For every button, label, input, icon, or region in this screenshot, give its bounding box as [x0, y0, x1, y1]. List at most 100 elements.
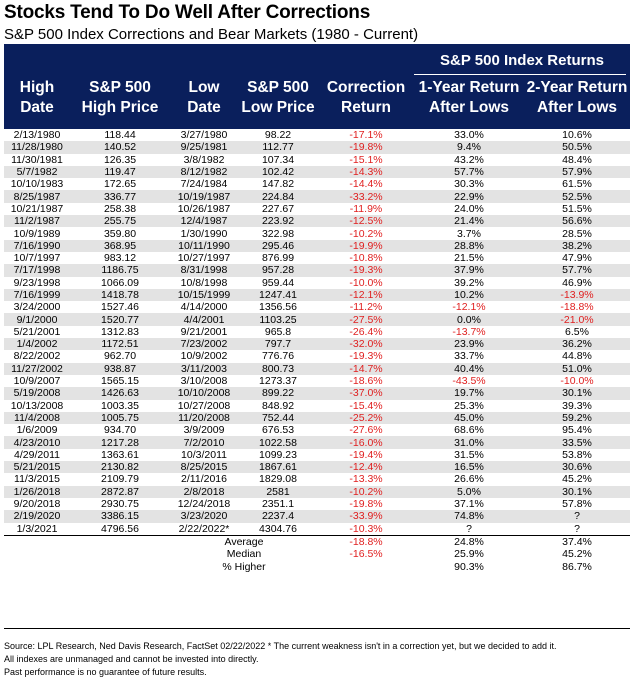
table-cell: 44.8% [562, 350, 592, 363]
table-cell: 9/1/2000 [4, 313, 70, 326]
table-cell: 45.2% [562, 473, 592, 486]
table-row: 11/27/2002 938.87 3/11/2003 800.73 -14.7% 40.… [4, 362, 630, 375]
summary-cell: 25.9% [414, 548, 524, 561]
table-cell: 10/9/2007 [13, 375, 61, 388]
table-cell: -12.1% [318, 288, 414, 302]
table-cell: 2237.4 [238, 510, 318, 523]
table-cell: 39.3% [562, 399, 592, 412]
table-row: 10/10/1983 172.65 7/24/1984 147.82 -14.4% 30.… [4, 178, 630, 190]
table-cell: 322.98 [261, 227, 295, 240]
table-row: 1/26/2018 2872.87 2/8/2018 2581 -10.2% 5.0% 30… [4, 485, 630, 498]
table-cell: 11/2/1987 [4, 215, 70, 228]
table-cell: 1829.08 [259, 473, 297, 486]
table-cell: 3/11/2003 [170, 362, 238, 375]
table-row: 5/21/2001 1312.83 9/21/2001 965.8 -26.4% -13.… [4, 326, 630, 338]
table-cell: 368.95 [70, 239, 170, 252]
table-cell: 10/15/1999 [170, 288, 238, 302]
table-cell: 7/2/2010 [170, 436, 238, 449]
table-row: 11/30/1981 126.35 3/8/1982 107.34 -15.1% 43.2… [4, 154, 630, 166]
table-cell: 8/12/1982 [170, 165, 238, 179]
table-cell: 22.9% [414, 190, 524, 203]
table-cell: 359.80 [103, 227, 137, 240]
table-cell: 5.0% [414, 485, 524, 498]
col-2yr-return: 2-Year Return After Lows [526, 79, 628, 116]
table-row: 10/7/1997 983.12 10/27/1997 876.99 -10.8% 21.… [4, 252, 630, 264]
table-cell: -13.7% [452, 325, 486, 338]
table-cell: 2/22/2022* [178, 522, 230, 535]
table-row: 11/2/1987 255.75 12/4/1987 223.92 -12.5% 21.4… [4, 215, 630, 228]
table-cell: 112.77 [238, 141, 318, 154]
table-cell: 10/3/2011 [181, 448, 227, 461]
table-cell: 56.6% [524, 215, 630, 228]
table-cell: 52.5% [524, 190, 630, 203]
table-cell: 8/25/1987 [4, 190, 70, 203]
table-cell: 37.9% [414, 264, 524, 277]
col-correction-return: Correction Return [326, 79, 406, 116]
table-cell: 899.22 [238, 387, 318, 400]
table-cell: 1003.35 [101, 399, 139, 412]
table-row: 9/20/2018 2930.75 12/24/2018 2351.1 -19.8% 37… [4, 498, 630, 510]
table-cell: 676.53 [261, 424, 295, 437]
table-cell: 1867.61 [238, 461, 318, 474]
table-row: 9/23/1998 1066.09 10/8/1998 959.44 -10.0% 39.… [4, 277, 630, 289]
table-cell: 11/3/2015 [14, 473, 60, 486]
table-cell: 12/24/2018 [177, 498, 231, 511]
table-cell: 957.28 [238, 264, 318, 277]
summary-cell: 45.2% [524, 548, 630, 561]
table-cell: -12.4% [318, 461, 414, 474]
table-cell: -37.0% [318, 387, 414, 400]
table-cell: 37.1% [454, 498, 484, 511]
table-row: 10/13/2008 1003.35 10/27/2008 848.92 -15.4% 2… [4, 400, 630, 412]
table-cell: 31.5% [454, 448, 484, 461]
table-row: 4/29/2011 1363.61 10/3/2011 1099.23 -19.4% 31… [4, 449, 630, 461]
table-cell: -13.9% [524, 288, 630, 302]
table-cell: 10/8/1998 [180, 276, 228, 289]
table-cell: 934.70 [103, 424, 137, 437]
table-cell: 7/24/1984 [180, 178, 228, 191]
table-cell: 74.8% [414, 510, 524, 523]
table-cell: 1247.41 [238, 288, 318, 302]
table-row: 9/1/2000 1520.77 4/4/2001 1103.25 -27.5% 0.0%… [4, 313, 630, 326]
table-cell: 1520.77 [70, 313, 170, 326]
summary-cell: -16.5% [318, 548, 414, 561]
table-cell: -14.3% [318, 165, 414, 179]
summary-cell: 24.8% [414, 534, 524, 549]
table-row: 5/19/2008 1426.63 10/10/2008 899.22 -37.0% 19… [4, 387, 630, 400]
table-cell: 8/25/2015 [170, 461, 238, 474]
table-cell: -10.0% [560, 375, 594, 388]
table-row: 1/6/2009 934.70 3/9/2009 676.53 -27.6% 68.6% 9… [4, 424, 630, 436]
table-cell: 2109.79 [101, 473, 139, 486]
table-cell: 61.5% [562, 178, 592, 191]
table-cell: 43.2% [454, 153, 484, 166]
summary-cell [4, 548, 70, 561]
table-cell: 172.65 [103, 178, 137, 191]
table-cell: -19.4% [349, 448, 383, 461]
table-cell: 119.47 [70, 165, 170, 179]
summary-cell: -18.8% [318, 534, 414, 549]
table-cell: 10/9/2002 [180, 350, 228, 363]
table-row: 5/7/1982 119.47 8/12/1982 102.42 -14.3% 57.7%… [4, 165, 630, 179]
table-cell: 39.2% [454, 276, 484, 289]
table-cell: 7/17/1998 [4, 264, 70, 277]
table-cell: 1/30/1990 [180, 227, 228, 240]
table-cell: -32.0% [318, 338, 414, 351]
table-cell: -15.4% [349, 399, 383, 412]
table-cell: 1099.23 [259, 448, 297, 461]
table-cell: 10/19/1987 [170, 190, 238, 203]
table-cell: 9/25/1981 [170, 141, 238, 154]
table-cell: 876.99 [261, 252, 295, 265]
table-cell: 1172.51 [70, 338, 170, 351]
table-cell: 98.22 [264, 129, 292, 142]
col-high-date: High Date [19, 79, 55, 116]
table-row: 7/16/1999 1418.78 10/15/1999 1247.41 -12.1% 1… [4, 288, 630, 302]
table-cell: 224.84 [238, 190, 318, 203]
table-cell: 45.0% [414, 411, 524, 425]
table-cell: -13.3% [349, 473, 383, 486]
table-cell: 46.9% [562, 276, 592, 289]
table-cell: 0.0% [414, 313, 524, 326]
table-cell: 140.52 [70, 141, 170, 154]
corrections-table: 2/13/1980 118.44 3/27/1980 98.22 -17.1% 33.0%… [4, 129, 630, 573]
table-cell: -12.5% [318, 215, 414, 228]
table-cell: 752.44 [238, 411, 318, 425]
summary-cell [70, 560, 170, 573]
